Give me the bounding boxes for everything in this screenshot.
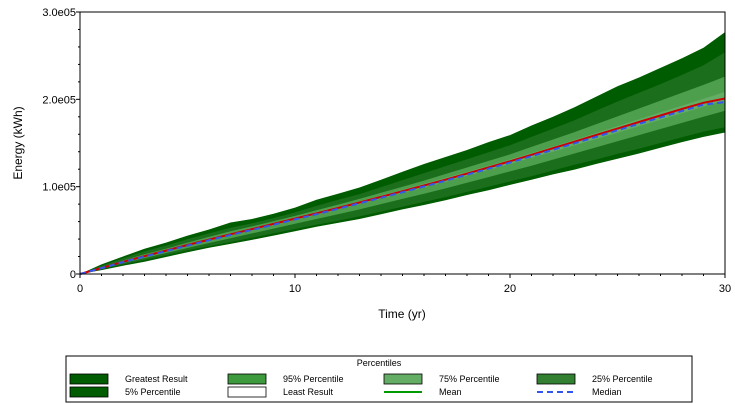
series-line-median <box>79 101 726 275</box>
legend-swatch-75pct-percentile <box>383 373 423 385</box>
legend-box <box>65 355 693 403</box>
y-tick-label: 1.0e05 <box>42 182 76 194</box>
x-axis-title: Time (yr) <box>378 307 426 321</box>
y-tick-label: 2.0e05 <box>42 94 76 106</box>
x-tick-label: 0 <box>77 283 83 295</box>
y-tick-label: 3.0e05 <box>42 7 76 19</box>
band-greatest-result <box>80 32 725 274</box>
legend-title: Percentiles <box>357 358 402 368</box>
legend-swatch-95pct-percentile <box>227 373 267 385</box>
x-tick-label: 20 <box>504 283 516 295</box>
x-tick-label: 30 <box>719 283 731 295</box>
legend-swatch-greatest-result <box>69 373 109 385</box>
legend-label-mean: Mean <box>439 387 462 397</box>
band-5pct-percentile <box>80 52 725 275</box>
legend: Percentiles Greatest Result 95% Percentil… <box>65 355 693 403</box>
legend-swatch-5pct-percentile <box>69 386 109 398</box>
axis-ticks: 0 10 20 30 0 1.0e05 2.0e05 3.0e05 <box>42 7 731 295</box>
legend-label-least-result: Least Result <box>283 387 334 397</box>
y-axis-title: Energy (kWh) <box>11 106 25 179</box>
x-tick-label: 10 <box>289 283 301 295</box>
legend-label-25pct-percentile: 25% Percentile <box>592 374 653 384</box>
y-tick-label: 0 <box>70 269 76 281</box>
legend-label-5pct-percentile: 5% Percentile <box>125 387 181 397</box>
legend-label-greatest-result: Greatest Result <box>125 374 188 384</box>
statistic-lines <box>79 97 726 275</box>
legend-swatch-least-result <box>227 386 267 398</box>
legend-swatch-25pct-percentile <box>536 373 576 385</box>
legend-label-95pct-percentile: 95% Percentile <box>283 374 344 384</box>
percentile-bands <box>80 32 725 275</box>
legend-label-75pct-percentile: 75% Percentile <box>439 374 500 384</box>
legend-entries: Greatest Result 95% Percentile 75% Percent… <box>69 373 653 398</box>
legend-label-median: Median <box>592 387 622 397</box>
